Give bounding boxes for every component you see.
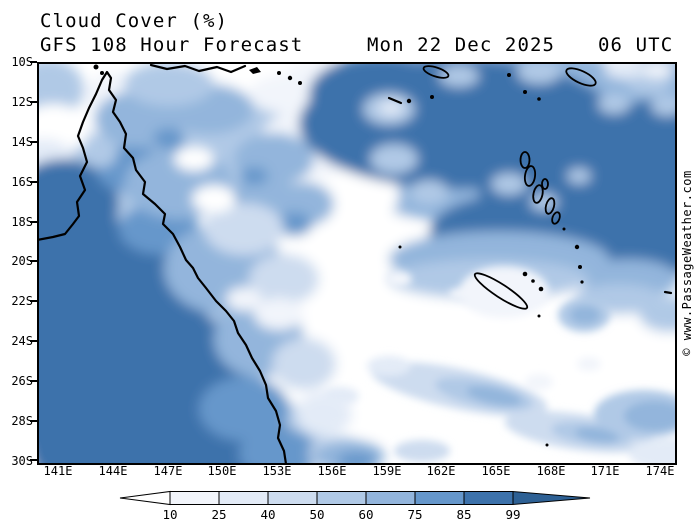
- lat-tick: [30, 340, 37, 342]
- lat-tick: [30, 420, 37, 422]
- lat-label: 24S: [11, 334, 33, 348]
- lon-label: 168E: [536, 464, 566, 478]
- cloud-streaks: [323, 266, 675, 463]
- lon-label: 144E: [98, 464, 128, 478]
- scale-label: 10: [162, 507, 178, 522]
- scale-label: 50: [309, 507, 325, 522]
- lon-label: 165E: [481, 464, 511, 478]
- lat-tick: [30, 380, 37, 382]
- scale-label: 85: [456, 507, 472, 522]
- lon-label: 153E: [262, 464, 292, 478]
- lat-label: 30S: [11, 454, 33, 468]
- forecast-subtitle: GFS 108 Hour Forecast: [40, 34, 304, 56]
- lon-label: 162E: [426, 464, 456, 478]
- lat-tick: [30, 181, 37, 183]
- lon-label: 141E: [43, 464, 73, 478]
- colorbar-right-arrow: [512, 490, 591, 506]
- lat-tick: [30, 61, 37, 63]
- lon-label: 174E: [645, 464, 675, 478]
- australia-coastline: [39, 70, 287, 463]
- lat-label: 16S: [11, 175, 33, 189]
- page-title: Cloud Cover (%): [40, 10, 229, 32]
- scale-label: 75: [407, 507, 423, 522]
- cloud-cover-map: [39, 64, 675, 463]
- lat-label: 10S: [11, 55, 33, 69]
- cloud-shading: [39, 64, 675, 463]
- scale-label: 25: [211, 507, 227, 522]
- lon-label: 156E: [317, 464, 347, 478]
- scale-label: 40: [260, 507, 276, 522]
- forecast-time: 06 UTC: [598, 34, 674, 56]
- lat-tick: [30, 141, 37, 143]
- scale-label: 60: [358, 507, 374, 522]
- lon-label: 171E: [590, 464, 620, 478]
- lat-tick: [30, 459, 37, 461]
- lat-label: 18S: [11, 215, 33, 229]
- png-coastline: [149, 64, 247, 74]
- colorbar-left-arrow: [119, 490, 171, 506]
- passageweather-watermark: © www.PassageWeather.com: [680, 170, 694, 356]
- lat-label: 26S: [11, 374, 33, 388]
- lon-label: 150E: [207, 464, 237, 478]
- lat-label: 14S: [11, 135, 33, 149]
- lat-label: 22S: [11, 294, 33, 308]
- lat-tick: [30, 260, 37, 262]
- lon-label: 147E: [153, 464, 183, 478]
- lat-label: 12S: [11, 95, 33, 109]
- scale-label: 99: [505, 507, 521, 522]
- map-frame: [37, 62, 677, 465]
- lon-label: 159E: [372, 464, 402, 478]
- lat-tick: [30, 101, 37, 103]
- lat-tick: [30, 300, 37, 302]
- lat-tick: [30, 221, 37, 223]
- lat-label: 20S: [11, 254, 33, 268]
- lat-label: 28S: [11, 414, 33, 428]
- islands: [93, 64, 673, 447]
- forecast-date: Mon 22 Dec 2025: [367, 34, 556, 56]
- cloud-cover-colorbar: [119, 490, 591, 506]
